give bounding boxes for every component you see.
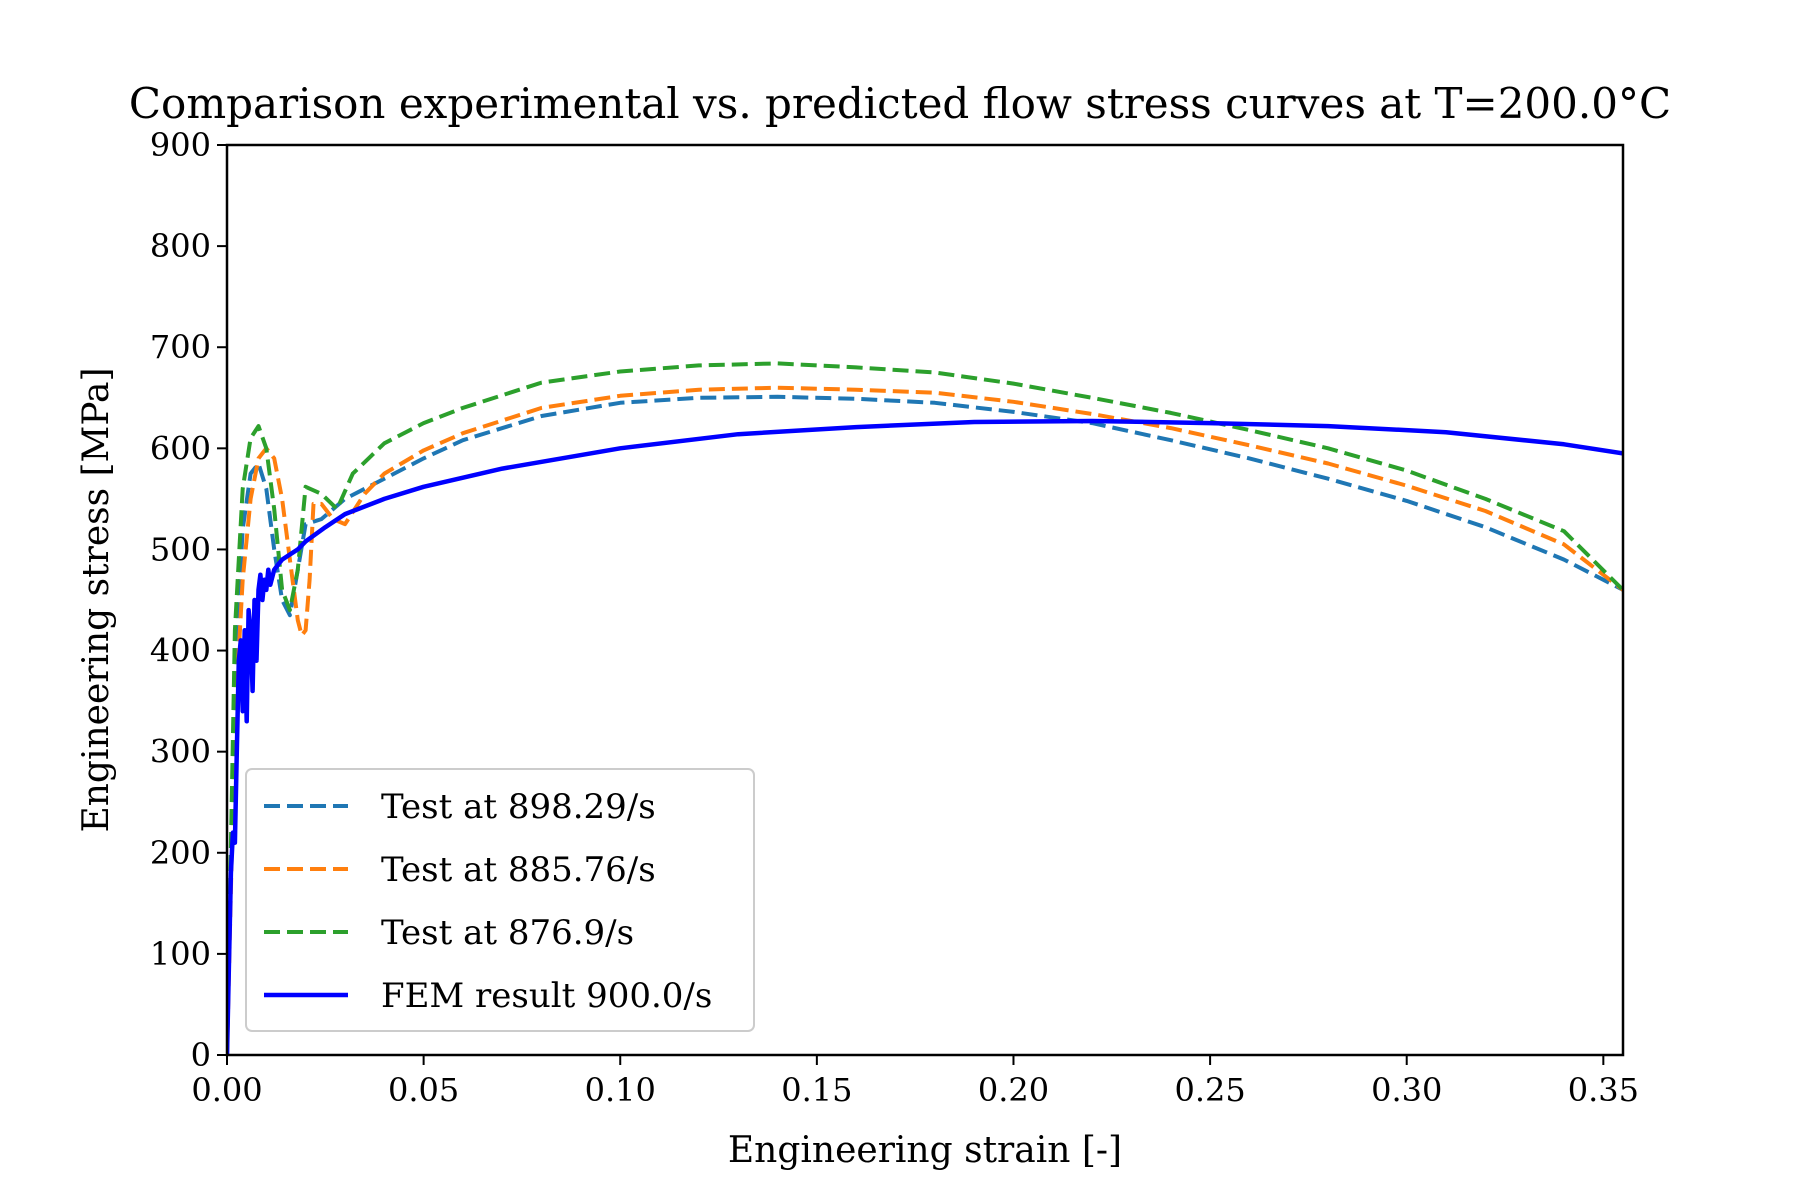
y-tick-label: 700 — [150, 328, 211, 366]
legend-label-4: FEM result 900.0/s — [381, 976, 712, 1016]
legend-label-2: Test at 885.76/s — [381, 850, 656, 890]
x-tick-label: 0.35 — [1568, 1071, 1639, 1109]
y-tick-label: 100 — [150, 935, 211, 973]
series-line-4 — [227, 418, 1623, 1055]
x-tick-label: 0.25 — [1174, 1071, 1245, 1109]
x-tick-label: 0.00 — [191, 1071, 262, 1109]
y-tick-label: 900 — [150, 126, 211, 164]
y-tick-label: 0 — [191, 1036, 211, 1074]
legend-label-1: Test at 898.29/s — [381, 787, 656, 827]
series-line-2 — [227, 385, 1623, 1055]
x-tick-label: 0.05 — [388, 1071, 459, 1109]
series-line-1 — [227, 394, 1623, 1055]
x-tick-label: 0.15 — [781, 1071, 852, 1109]
legend-label-3: Test at 876.9/s — [381, 913, 634, 953]
y-axis-label: Engineering stress [MPa] — [76, 367, 117, 832]
y-tick-group: 0 100 200 300 400 500 600 700 800 900 — [150, 126, 227, 1074]
x-axis-label: Engineering strain [-] — [728, 1130, 1122, 1171]
y-tick-label: 200 — [150, 834, 211, 872]
y-tick-label: 500 — [150, 530, 211, 568]
y-tick-label: 300 — [150, 733, 211, 771]
x-tick-group: 0.00 0.05 0.10 0.15 0.20 0.25 0.30 0.35 — [191, 1055, 1639, 1109]
x-tick-label: 0.10 — [585, 1071, 656, 1109]
legend-box — [245, 768, 755, 1032]
chart-title: Comparison experimental vs. predicted fl… — [129, 79, 1671, 128]
x-tick-label: 0.30 — [1371, 1071, 1442, 1109]
y-tick-label: 800 — [150, 227, 211, 265]
y-tick-label: 400 — [150, 632, 211, 670]
series-layer — [227, 361, 1623, 1055]
x-tick-label: 0.20 — [978, 1071, 1049, 1109]
y-tick-label: 600 — [150, 429, 211, 467]
plot-frame — [225, 143, 1625, 1057]
legend: Test at 898.29/s Test at 885.76/s Test at … — [245, 768, 755, 1032]
